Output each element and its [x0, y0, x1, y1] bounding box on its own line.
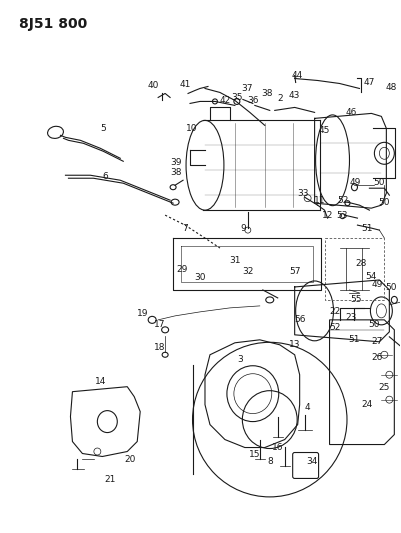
Text: 5: 5 [101, 124, 106, 133]
Text: 48: 48 [386, 83, 397, 92]
Text: 35: 35 [231, 93, 243, 102]
Text: 31: 31 [229, 255, 241, 264]
Text: 27: 27 [372, 337, 383, 346]
Text: 3: 3 [237, 356, 243, 364]
Text: 50: 50 [386, 284, 397, 293]
Text: 57: 57 [289, 268, 300, 277]
Text: 32: 32 [242, 268, 253, 277]
Text: 50: 50 [379, 198, 390, 207]
Text: 11: 11 [314, 196, 325, 205]
Text: 10: 10 [186, 124, 198, 133]
Text: 41: 41 [179, 80, 191, 89]
Text: 19: 19 [138, 309, 149, 318]
Text: 16: 16 [272, 443, 284, 452]
Text: 52: 52 [329, 324, 340, 333]
Text: 24: 24 [362, 400, 373, 409]
Text: 25: 25 [379, 383, 390, 392]
Text: 56: 56 [294, 316, 306, 325]
Text: 26: 26 [372, 353, 383, 362]
Text: 52: 52 [337, 196, 348, 205]
Text: 38: 38 [170, 168, 182, 177]
Text: 13: 13 [289, 340, 300, 349]
Text: 37: 37 [241, 84, 253, 93]
Text: 14: 14 [95, 377, 106, 386]
Text: 51: 51 [349, 335, 360, 344]
Text: 43: 43 [289, 91, 300, 100]
Text: 30: 30 [194, 273, 206, 282]
Text: 29: 29 [176, 265, 188, 274]
Text: 33: 33 [297, 189, 308, 198]
Text: 39: 39 [170, 158, 182, 167]
Text: 17: 17 [154, 320, 166, 329]
Text: 44: 44 [292, 71, 303, 80]
Text: 7: 7 [182, 224, 188, 232]
Text: 50: 50 [374, 177, 385, 187]
Text: 40: 40 [148, 81, 159, 90]
Text: 38: 38 [261, 89, 273, 98]
Text: 15: 15 [249, 450, 261, 459]
Text: 8J51 800: 8J51 800 [18, 17, 87, 31]
Text: 28: 28 [356, 259, 367, 268]
Text: 53: 53 [337, 211, 348, 220]
Text: 51: 51 [362, 224, 373, 232]
Text: 42: 42 [219, 96, 231, 105]
Text: 6: 6 [103, 172, 108, 181]
Text: 46: 46 [346, 108, 357, 117]
Text: 36: 36 [247, 96, 259, 105]
Text: 54: 54 [366, 272, 377, 281]
Text: 4: 4 [305, 403, 310, 412]
Text: 47: 47 [364, 78, 375, 87]
Text: 12: 12 [322, 211, 333, 220]
Text: 50: 50 [369, 320, 380, 329]
Text: 55: 55 [351, 295, 362, 304]
Text: 2: 2 [277, 94, 283, 103]
Text: 18: 18 [154, 343, 166, 352]
Text: 45: 45 [319, 126, 330, 135]
Text: 21: 21 [105, 475, 116, 484]
Text: 22: 22 [329, 308, 340, 317]
Text: 49: 49 [350, 177, 361, 187]
Text: 49: 49 [372, 280, 383, 289]
Text: 20: 20 [125, 455, 136, 464]
Text: 34: 34 [306, 457, 317, 466]
Text: 9: 9 [240, 224, 246, 232]
Text: 23: 23 [346, 313, 357, 322]
Text: 8: 8 [267, 457, 273, 466]
